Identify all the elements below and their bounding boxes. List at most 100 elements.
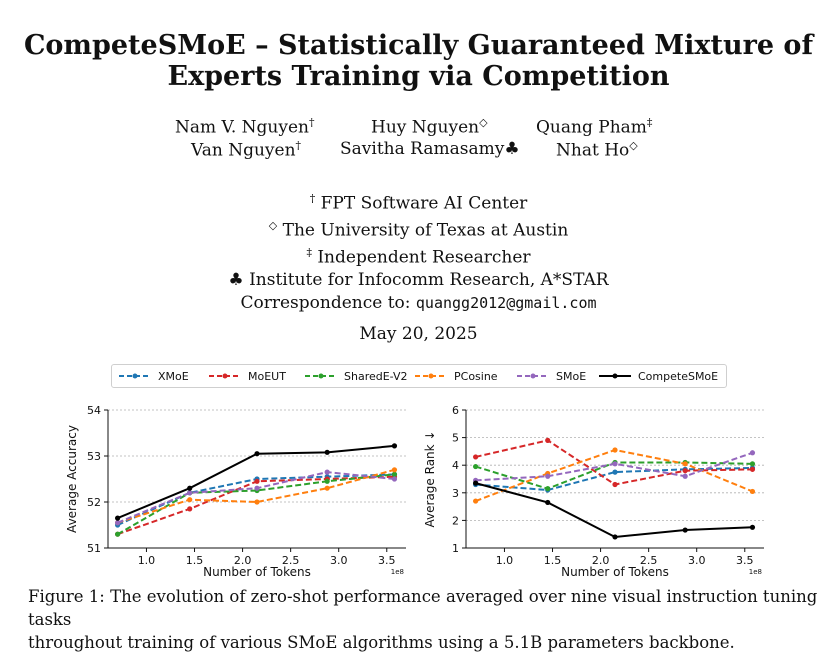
x-tick-label: 2.0 bbox=[234, 554, 252, 567]
legend-item-competesmoe: CompeteSMoE bbox=[598, 367, 718, 385]
legend-swatch bbox=[119, 373, 151, 379]
data-point-pcosine bbox=[324, 485, 330, 491]
data-point-smoe bbox=[324, 469, 330, 475]
data-point-sharede-v2 bbox=[115, 531, 121, 537]
data-point-smoe bbox=[612, 461, 618, 467]
data-point-competesmoe bbox=[254, 451, 260, 457]
x-tick-label: 1.5 bbox=[186, 554, 204, 567]
y-tick-label: 3 bbox=[452, 487, 459, 500]
y-axis-title: Average Rank ↓ bbox=[423, 431, 437, 528]
x-tick-label: 1.0 bbox=[496, 554, 514, 567]
data-point-pcosine bbox=[187, 497, 193, 503]
y-tick-label: 54 bbox=[87, 404, 101, 417]
y-tick-label: 6 bbox=[452, 404, 459, 417]
data-point-smoe bbox=[749, 450, 756, 456]
data-point-smoe bbox=[682, 473, 688, 479]
legend-swatch bbox=[599, 373, 631, 379]
y-tick-label: 52 bbox=[87, 496, 101, 509]
data-point-pcosine bbox=[612, 447, 618, 453]
accuracy-chart: 51 52 53 54 1.0 1.5 2.0 2.5 3.0 3.5 Number of Toke… bbox=[65, 404, 406, 579]
data-point-competesmoe bbox=[473, 480, 479, 486]
affiliation-3: ‡ Independent Researcher bbox=[306, 246, 531, 268]
legend-item-smoe: SMoE bbox=[516, 367, 586, 385]
data-point-moeut bbox=[187, 506, 193, 512]
data-point-smoe bbox=[391, 476, 398, 482]
title-line-2: Experts Training via Competition bbox=[167, 61, 670, 92]
paper-title: CompeteSMoE – Statistically Guaranteed M… bbox=[0, 30, 837, 92]
data-point-smoe bbox=[254, 485, 260, 491]
data-point-smoe bbox=[115, 520, 121, 526]
data-point-xmoe bbox=[612, 469, 618, 475]
data-point-sharede-v2 bbox=[324, 478, 330, 484]
rank-chart: 1 2 3 4 5 6 1.0 1.5 2.0 2.5 3.0 3.5 Number of Tokens… bbox=[423, 404, 764, 579]
data-point-competesmoe bbox=[391, 443, 398, 449]
data-point-sharede-v2 bbox=[545, 486, 551, 492]
data-point-sharede-v2 bbox=[473, 463, 479, 470]
author-1: Nam V. Nguyen† bbox=[175, 116, 315, 138]
author-4: Van Nguyen† bbox=[191, 139, 302, 161]
data-point-competesmoe bbox=[545, 499, 551, 506]
data-point-moeut bbox=[545, 437, 551, 443]
legend-swatch bbox=[305, 373, 337, 379]
email-link[interactable]: quangg2012@gmail.com bbox=[415, 293, 597, 312]
x-tick-label: 2.5 bbox=[640, 554, 658, 567]
x-tick-label: 3.0 bbox=[330, 554, 348, 567]
data-point-competesmoe bbox=[612, 534, 618, 540]
y-tick-label: 5 bbox=[452, 432, 459, 445]
data-point-sharede-v2 bbox=[749, 461, 756, 467]
date: May 20, 2025 bbox=[359, 324, 478, 344]
data-point-moeut bbox=[682, 468, 688, 474]
data-point-moeut bbox=[749, 466, 756, 472]
y-tick-label: 1 bbox=[452, 542, 459, 555]
x-tick-label: 1.0 bbox=[138, 554, 156, 567]
y-tick-label: 4 bbox=[452, 459, 459, 472]
x-scale-note: 1e8 bbox=[391, 568, 404, 576]
x-tick-label: 3.5 bbox=[378, 554, 396, 567]
author-3: Quang Pham‡ bbox=[536, 116, 653, 138]
data-point-competesmoe bbox=[115, 515, 121, 521]
legend-item-pcosine: PCosine bbox=[414, 367, 498, 385]
x-scale-note: 1e8 bbox=[749, 568, 762, 576]
data-point-smoe bbox=[545, 473, 551, 479]
data-point-pcosine bbox=[391, 467, 398, 473]
data-point-moeut bbox=[473, 454, 479, 460]
series-line-pcosine bbox=[117, 468, 395, 524]
x-tick-label: 2.5 bbox=[282, 554, 300, 567]
x-tick-label: 2.0 bbox=[592, 554, 610, 567]
legend-swatch bbox=[209, 373, 241, 379]
x-tick-label: 3.0 bbox=[688, 554, 706, 567]
data-point-pcosine bbox=[749, 488, 756, 495]
legend-item-xmoe: XMoE bbox=[118, 367, 189, 385]
data-point-competesmoe bbox=[187, 485, 193, 491]
data-point-competesmoe bbox=[682, 527, 688, 533]
data-point-pcosine bbox=[254, 499, 260, 505]
series-line-smoe bbox=[475, 451, 753, 482]
data-point-competesmoe bbox=[749, 524, 756, 530]
x-tick-label: 1.5 bbox=[544, 554, 562, 567]
affiliation-2: ◇ The University of Texas at Austin bbox=[268, 219, 569, 241]
data-point-pcosine bbox=[682, 461, 688, 467]
x-axis-title: Number of Tokens bbox=[561, 565, 669, 579]
legend-swatch bbox=[415, 373, 447, 379]
affiliations: † FPT Software AI Center ◇ The Universit… bbox=[0, 188, 837, 314]
affiliation-4: ♣ Institute for Infocomm Research, A*STA… bbox=[228, 270, 609, 291]
legend-item-moeut: MoEUT bbox=[208, 367, 286, 385]
series-line-competesmoe bbox=[475, 482, 753, 538]
y-tick-label: 51 bbox=[87, 542, 101, 555]
data-point-pcosine bbox=[473, 498, 479, 504]
figure-caption: Figure 1: The evolution of zero-shot per… bbox=[28, 585, 818, 654]
data-point-moeut bbox=[254, 478, 260, 484]
author-6: Nhat Ho◇ bbox=[556, 139, 638, 161]
author-5: Savitha Ramasamy♣ bbox=[340, 139, 520, 159]
y-tick-label: 2 bbox=[452, 514, 459, 527]
caption-line-2: throughout training of various SMoE algo… bbox=[28, 633, 735, 652]
chart-legend: XMoE MoEUT SharedE-V2 PCosine SMoE Compe… bbox=[111, 364, 727, 388]
author-2: Huy Nguyen◇ bbox=[371, 116, 488, 138]
data-point-competesmoe bbox=[324, 449, 330, 455]
data-point-smoe bbox=[187, 490, 193, 496]
x-axis-title: Number of Tokens bbox=[203, 565, 311, 579]
title-line-1: CompeteSMoE – Statistically Guaranteed M… bbox=[23, 30, 814, 61]
y-axis-title: Average Accuracy bbox=[65, 425, 79, 533]
caption-line-1: Figure 1: The evolution of zero-shot per… bbox=[28, 587, 818, 629]
legend-item-sharede-v2: SharedE-V2 bbox=[304, 367, 408, 385]
